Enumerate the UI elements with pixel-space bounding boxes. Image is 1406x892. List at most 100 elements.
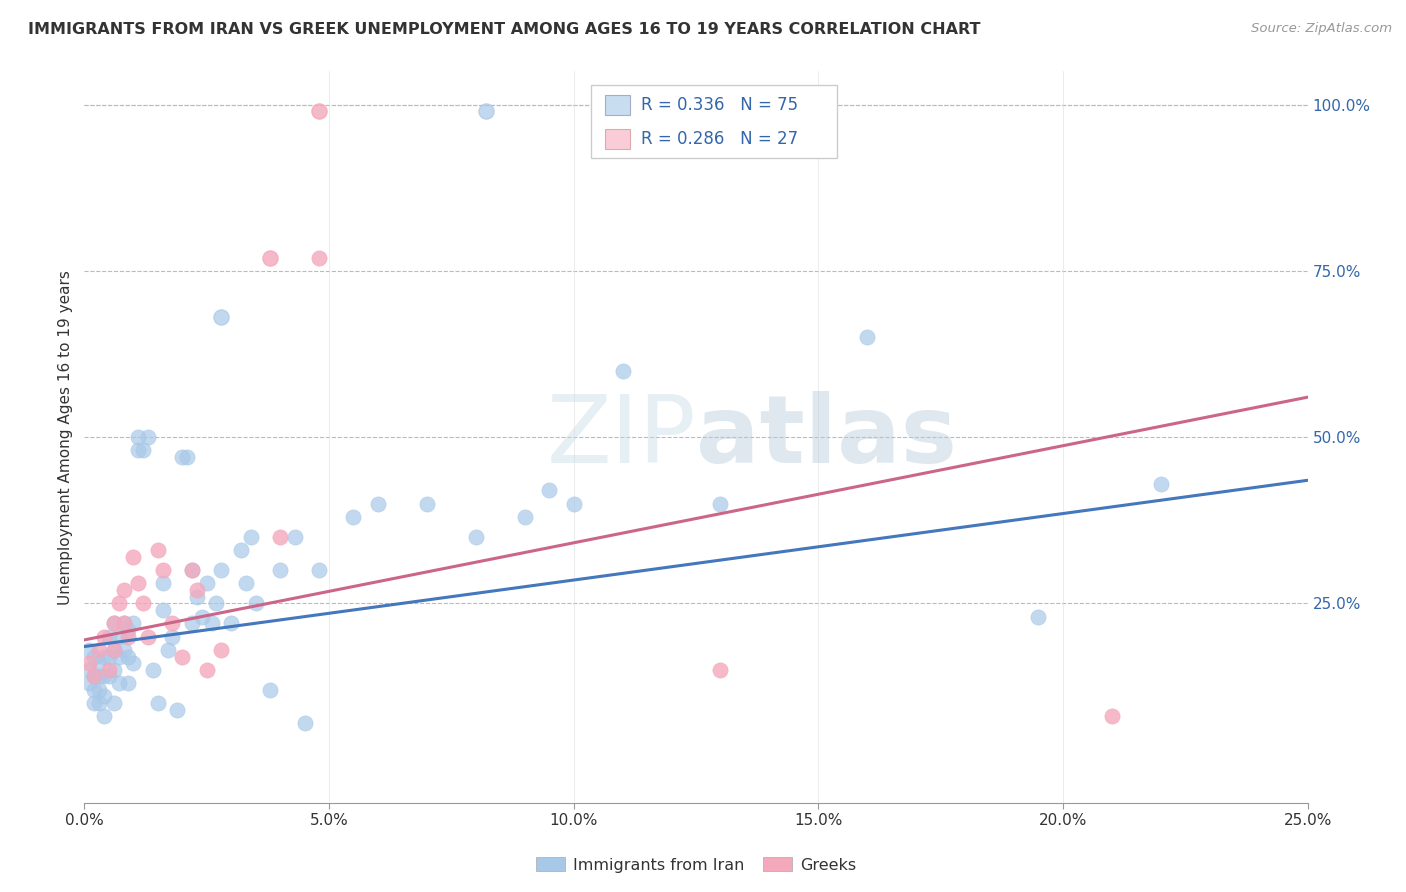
Text: R = 0.286   N = 27: R = 0.286 N = 27 (641, 130, 799, 148)
Point (127, 430, 149, 444)
Point (195, 663, 218, 677)
Point (136, 630, 159, 644)
Point (87, 696, 110, 710)
Point (209, 310, 232, 325)
Point (191, 609, 214, 624)
Point (77, 643, 100, 657)
Point (269, 530, 291, 544)
Point (77, 656, 100, 670)
Point (195, 576, 218, 591)
Point (103, 643, 125, 657)
Point (83, 696, 105, 710)
Point (127, 443, 149, 458)
Point (162, 616, 184, 631)
Point (83, 649, 105, 664)
Point (538, 483, 561, 498)
Point (709, 663, 731, 677)
Point (612, 363, 634, 377)
Point (107, 649, 129, 664)
Point (127, 576, 149, 591)
Point (93, 709, 115, 723)
Point (562, 497, 585, 511)
Point (152, 563, 174, 577)
Point (117, 649, 139, 664)
Point (239, 530, 262, 544)
Point (103, 643, 125, 657)
Point (1150, 476, 1173, 491)
Point (176, 450, 198, 464)
Point (97, 630, 120, 644)
Text: R = 0.336   N = 75: R = 0.336 N = 75 (641, 96, 799, 114)
Point (87, 656, 110, 670)
Point (112, 582, 135, 597)
Point (259, 251, 281, 265)
Point (112, 643, 135, 657)
Text: IMMIGRANTS FROM IRAN VS GREEK UNEMPLOYMENT AMONG AGES 16 TO 19 YEARS CORRELATION: IMMIGRANTS FROM IRAN VS GREEK UNEMPLOYME… (28, 22, 980, 37)
Point (117, 676, 139, 690)
Point (87, 643, 110, 657)
Point (308, 251, 330, 265)
Point (1101, 709, 1123, 723)
Point (181, 616, 204, 631)
Point (162, 630, 184, 644)
Point (93, 669, 115, 683)
Point (112, 616, 135, 631)
Point (172, 649, 194, 664)
Point (103, 616, 125, 631)
Point (219, 616, 242, 631)
Point (709, 497, 731, 511)
Point (152, 603, 174, 617)
Point (856, 330, 879, 344)
Point (112, 616, 135, 631)
Point (245, 596, 267, 610)
Point (83, 669, 105, 683)
Point (166, 703, 188, 717)
Point (342, 509, 364, 524)
Point (200, 616, 222, 631)
Point (259, 682, 281, 697)
Y-axis label: Unemployment Among Ages 16 to 19 years: Unemployment Among Ages 16 to 19 years (58, 269, 73, 605)
Point (93, 690, 115, 704)
Point (77, 663, 100, 677)
Text: Source: ZipAtlas.com: Source: ZipAtlas.com (1251, 22, 1392, 36)
Point (117, 630, 139, 644)
Point (235, 576, 257, 591)
Point (117, 623, 139, 637)
Point (464, 530, 486, 544)
Point (107, 596, 129, 610)
Point (142, 663, 165, 677)
Point (269, 563, 291, 577)
Point (97, 649, 120, 664)
Point (181, 563, 204, 577)
Point (107, 630, 129, 644)
Point (83, 669, 105, 683)
Point (229, 543, 252, 558)
Point (97, 663, 120, 677)
Point (122, 549, 145, 564)
Point (132, 596, 155, 610)
Point (83, 682, 105, 697)
Point (367, 497, 389, 511)
Point (146, 543, 169, 558)
Point (146, 696, 169, 710)
Point (136, 430, 159, 444)
Point (1028, 609, 1050, 624)
Point (172, 450, 194, 464)
Point (294, 716, 316, 731)
Point (474, 104, 496, 119)
Point (156, 643, 179, 657)
Point (205, 596, 228, 610)
Point (97, 669, 120, 683)
Point (308, 104, 330, 119)
Point (284, 530, 307, 544)
Point (77, 676, 100, 690)
Text: ZIP: ZIP (547, 391, 696, 483)
Point (209, 563, 232, 577)
Point (308, 563, 330, 577)
Point (93, 630, 115, 644)
Point (93, 649, 115, 664)
Point (103, 616, 125, 631)
Point (87, 669, 110, 683)
Point (107, 676, 129, 690)
Point (103, 663, 125, 677)
